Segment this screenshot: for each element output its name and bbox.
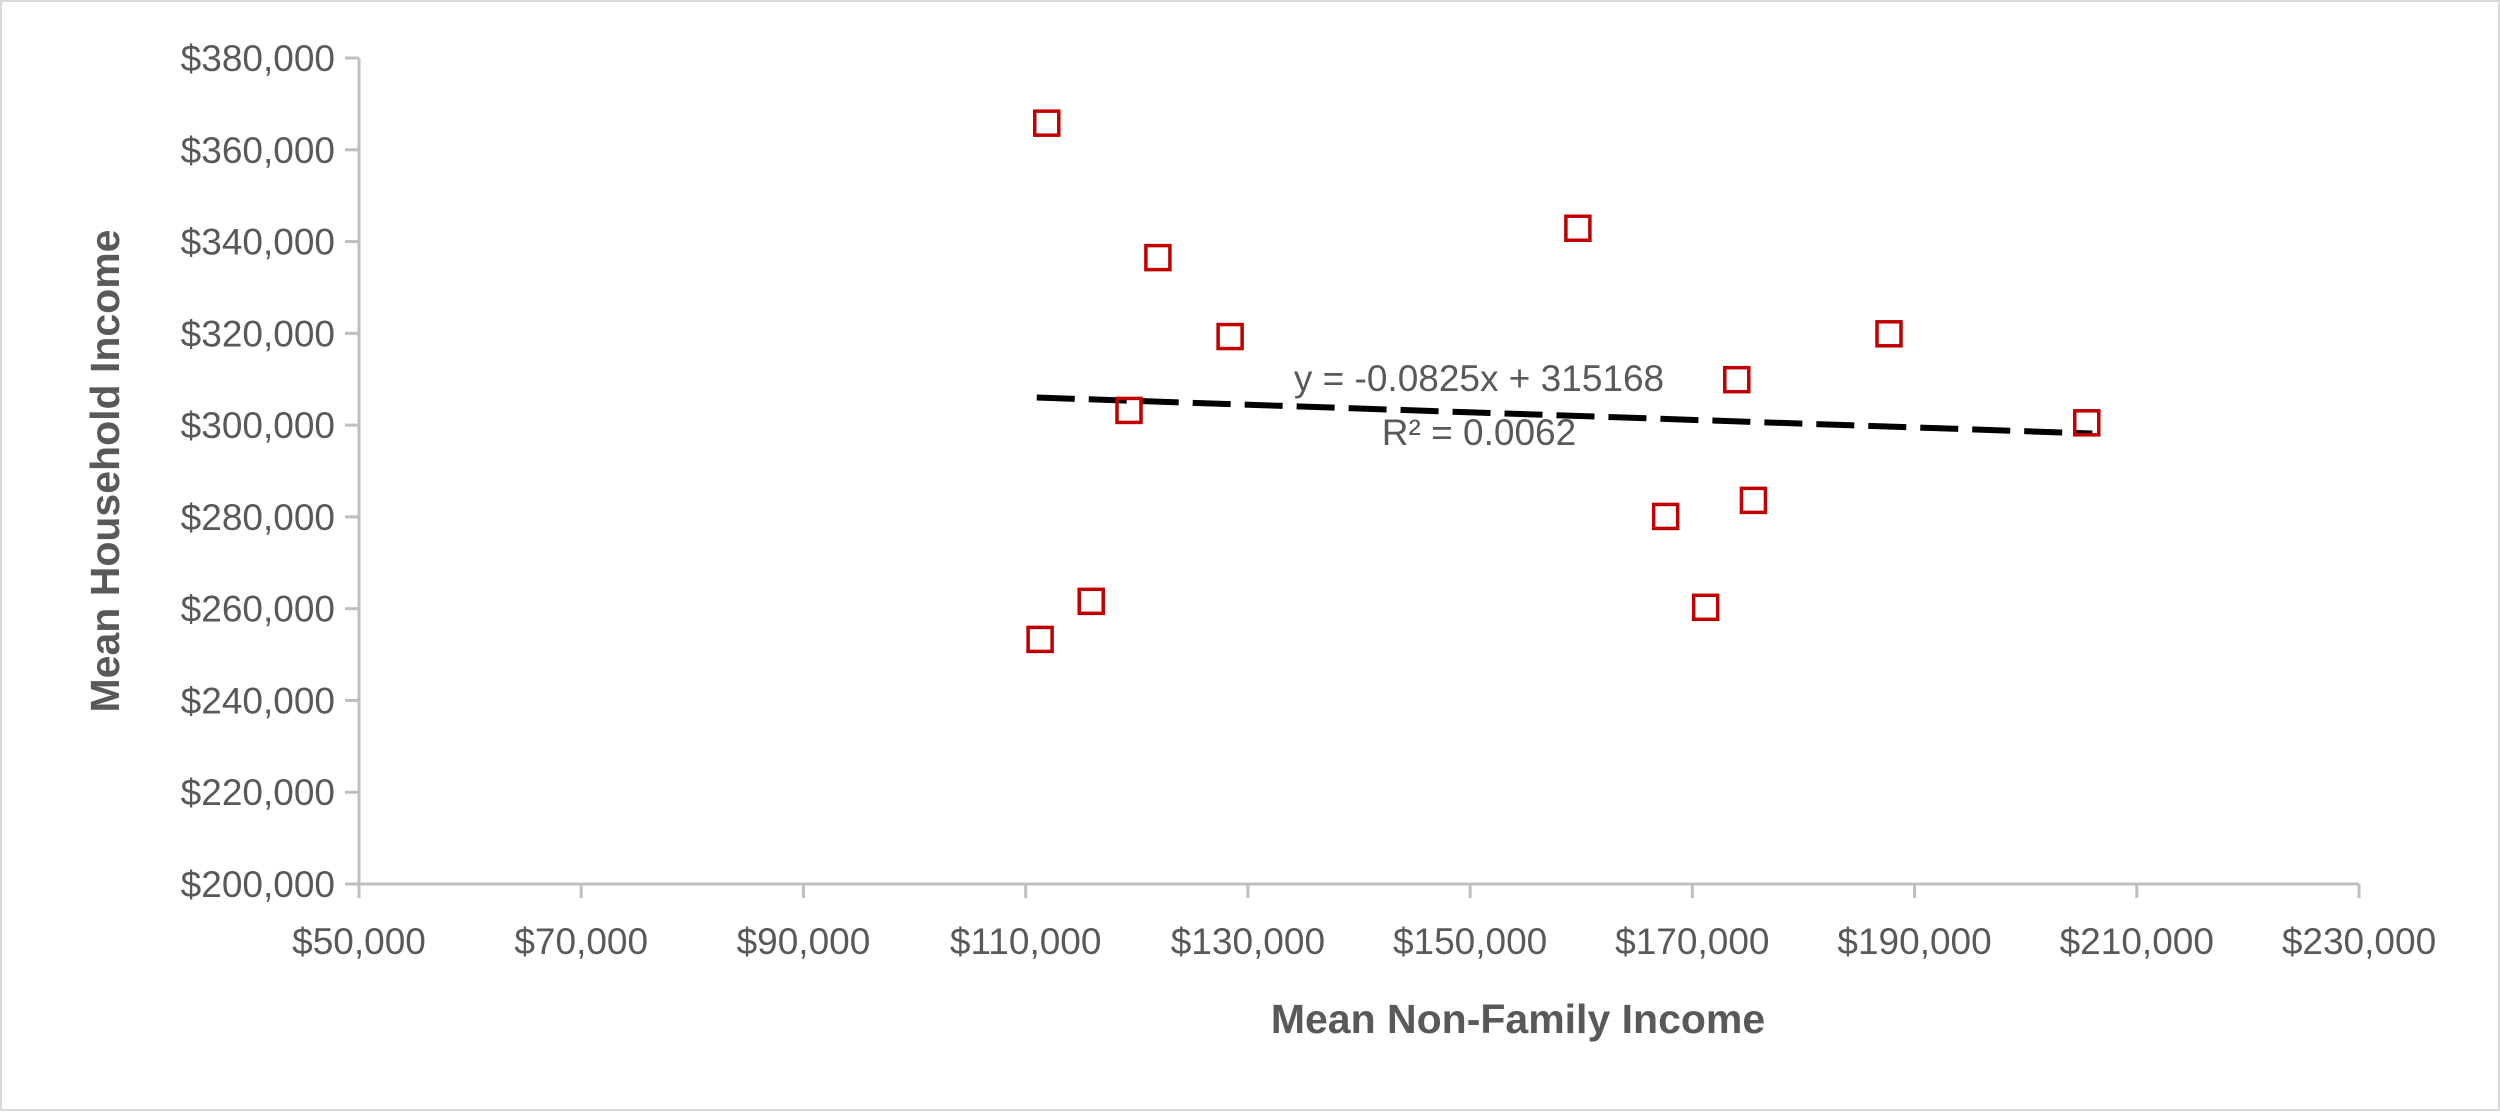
data-point xyxy=(1875,320,1903,348)
y-tick-label: $220,000 xyxy=(181,772,335,813)
y-tick-label: $200,000 xyxy=(181,864,335,905)
data-points xyxy=(1026,109,2101,654)
y-tick-label: $260,000 xyxy=(181,589,335,630)
y-tick-label: $380,000 xyxy=(181,38,335,79)
x-tick-label: $130,000 xyxy=(1171,921,1325,962)
data-point xyxy=(1691,593,1720,622)
data-point xyxy=(1739,486,1768,515)
y-tick-label: $280,000 xyxy=(181,497,335,538)
y-axis-title: Mean Household Income xyxy=(82,230,128,713)
data-point xyxy=(1077,587,1105,616)
data-point xyxy=(1115,396,1143,425)
x-axis: $50,000 $70,000 $90,000 $110,000 $130,000 $15… xyxy=(292,882,2436,962)
x-tick-label: $190,000 xyxy=(1837,921,1991,962)
y-tick-label: $240,000 xyxy=(181,680,335,721)
data-point xyxy=(1033,109,1061,137)
trendline xyxy=(1036,394,2093,437)
data-point xyxy=(1026,625,1054,654)
y-tick-label: $320,000 xyxy=(181,313,335,354)
trendline-group xyxy=(1036,394,2093,437)
x-tick-label: $50,000 xyxy=(292,921,426,962)
trendline-equation: y = -0.0825x + 315168 xyxy=(1294,358,1664,399)
data-point xyxy=(1144,243,1172,272)
y-tick-label: $300,000 xyxy=(181,405,335,446)
data-point xyxy=(1723,365,1751,394)
x-axis-title: Mean Non-Family Income xyxy=(1271,996,1765,1042)
x-tick-label: $70,000 xyxy=(514,921,648,962)
data-point xyxy=(1651,502,1680,531)
y-axis: $200,000 $220,000 $240,000 $260,000 $280,000… xyxy=(181,38,361,905)
x-tick-label: $90,000 xyxy=(737,921,871,962)
x-tick-label: $110,000 xyxy=(950,921,1102,962)
x-tick-label: $170,000 xyxy=(1615,921,1769,962)
x-tick-label: $230,000 xyxy=(2282,921,2436,962)
data-point xyxy=(1216,322,1244,351)
data-point xyxy=(2073,409,2101,437)
y-tick-label: $360,000 xyxy=(181,130,335,171)
trendline-r-squared: R² = 0.0062 xyxy=(1382,412,1576,453)
x-tick-label: $150,000 xyxy=(1393,921,1547,962)
data-point xyxy=(1564,214,1592,242)
y-tick-label: $340,000 xyxy=(181,222,335,263)
x-tick-label: $210,000 xyxy=(2060,921,2214,962)
